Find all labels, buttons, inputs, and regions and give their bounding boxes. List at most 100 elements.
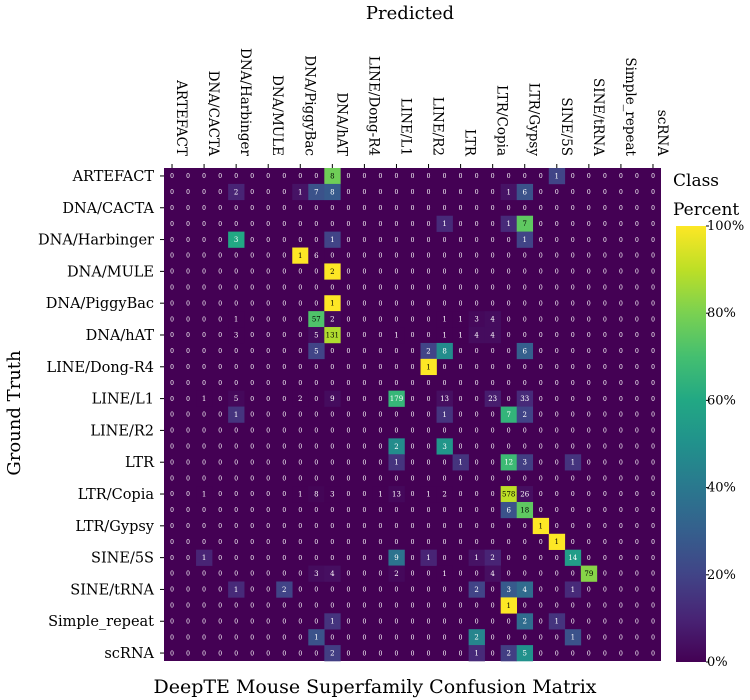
zero-value-label: 0 <box>379 618 383 625</box>
zero-value-label: 0 <box>555 284 559 291</box>
zero-value-label: 0 <box>523 332 527 339</box>
zero-value-label: 0 <box>427 634 431 641</box>
zero-value-label: 0 <box>411 205 415 212</box>
zero-value-label: 0 <box>282 459 286 466</box>
zero-value-label: 0 <box>523 253 527 260</box>
zero-value-label: 0 <box>250 253 254 260</box>
cell-value-label: 4 <box>522 586 527 594</box>
zero-value-label: 0 <box>282 491 286 498</box>
zero-value-label: 0 <box>411 380 415 387</box>
zero-value-label: 0 <box>314 412 318 419</box>
zero-value-label: 0 <box>218 316 222 323</box>
cell-value-label: 9 <box>394 554 398 562</box>
zero-value-label: 0 <box>362 618 366 625</box>
zero-value-label: 0 <box>427 332 431 339</box>
zero-value-label: 0 <box>507 396 511 403</box>
zero-value-label: 0 <box>603 300 607 307</box>
zero-value-label: 0 <box>507 316 511 323</box>
zero-value-label: 0 <box>619 348 623 355</box>
zero-value-label: 0 <box>587 507 591 514</box>
zero-value-label: 0 <box>475 618 479 625</box>
zero-value-label: 0 <box>298 523 302 530</box>
cell-value-label: 1 <box>426 363 430 371</box>
zero-value-label: 0 <box>443 237 447 244</box>
zero-value-label: 0 <box>346 237 350 244</box>
zero-value-label: 0 <box>635 332 639 339</box>
zero-value-label: 0 <box>234 603 238 610</box>
zero-value-label: 0 <box>603 491 607 498</box>
zero-value-labels: 0 0 0 0 0 0 0 0 0 0 0 0 0 0 0 0 0 0 0 0 0 0 0 0 0 0 0 0 0 0 0 0 0 0 0 0 0 0 0 0… <box>170 173 655 657</box>
zero-value-label: 0 <box>314 237 318 244</box>
zero-value-label: 0 <box>459 284 463 291</box>
zero-value-label: 0 <box>523 428 527 435</box>
cell-value-label: 5 <box>314 331 318 339</box>
heatmap-cell <box>196 390 213 407</box>
zero-value-label: 0 <box>346 650 350 657</box>
zero-value-label: 0 <box>603 539 607 546</box>
zero-value-label: 0 <box>475 364 479 371</box>
zero-value-label: 0 <box>539 475 543 482</box>
cell-value-label: 7 <box>506 411 510 419</box>
cell-value-label: 1 <box>394 331 398 339</box>
zero-value-label: 0 <box>234 253 238 260</box>
zero-value-label: 0 <box>234 173 238 180</box>
zero-value-label: 0 <box>170 412 174 419</box>
heatmap-cell <box>484 390 501 407</box>
zero-value-label: 0 <box>635 459 639 466</box>
zero-value-label: 0 <box>443 523 447 530</box>
zero-value-label: 0 <box>346 348 350 355</box>
cell-value-label: 4 <box>330 570 335 578</box>
zero-value-label: 0 <box>218 189 222 196</box>
cell-value-label: 7 <box>522 220 526 228</box>
zero-value-label: 0 <box>635 316 639 323</box>
cell-value-label: 179 <box>390 395 403 403</box>
zero-value-label: 0 <box>635 348 639 355</box>
zero-value-label: 0 <box>202 444 206 451</box>
zero-value-label: 0 <box>491 587 495 594</box>
x-axis-label: Predicted <box>366 3 454 24</box>
zero-value-label: 0 <box>571 491 575 498</box>
zero-value-label: 0 <box>411 173 415 180</box>
zero-value-label: 0 <box>443 284 447 291</box>
zero-value-label: 0 <box>298 348 302 355</box>
zero-value-label: 0 <box>250 650 254 657</box>
zero-value-label: 0 <box>170 221 174 228</box>
zero-value-label: 0 <box>411 189 415 196</box>
zero-value-label: 0 <box>282 237 286 244</box>
zero-value-label: 0 <box>491 348 495 355</box>
zero-value-label: 0 <box>459 634 463 641</box>
cell-value-label: 1 <box>458 331 462 339</box>
x-tick-label: scRNA <box>654 110 670 156</box>
zero-value-label: 0 <box>346 173 350 180</box>
zero-value-label: 0 <box>443 650 447 657</box>
zero-value-label: 0 <box>298 459 302 466</box>
x-tick-label: DNA/PiggyBac <box>301 55 317 156</box>
cell-value-label: 3 <box>474 316 478 324</box>
heatmap-cell <box>388 438 405 455</box>
zero-value-label: 0 <box>475 380 479 387</box>
heatmap-cell <box>308 629 325 646</box>
zero-value-label: 0 <box>459 189 463 196</box>
cell-value-label: 1 <box>474 650 478 658</box>
zero-value-label: 0 <box>234 364 238 371</box>
zero-value-label: 0 <box>379 269 383 276</box>
zero-value-label: 0 <box>186 173 190 180</box>
zero-value-label: 0 <box>234 269 238 276</box>
zero-value-label: 0 <box>282 332 286 339</box>
colorbar-tick-label: 0% <box>707 655 728 670</box>
zero-value-label: 0 <box>411 523 415 530</box>
zero-value-label: 0 <box>571 396 575 403</box>
zero-value-label: 0 <box>314 284 318 291</box>
y-tick-label: Simple_repeat <box>48 614 154 630</box>
zero-value-label: 0 <box>443 300 447 307</box>
zero-value-label: 0 <box>362 380 366 387</box>
zero-value-label: 0 <box>571 173 575 180</box>
zero-value-label: 0 <box>218 364 222 371</box>
colorbar-title-line-2: Percent <box>673 200 739 220</box>
zero-value-label: 0 <box>298 380 302 387</box>
zero-value-label: 0 <box>202 205 206 212</box>
zero-value-label: 0 <box>523 316 527 323</box>
zero-value-label: 0 <box>314 507 318 514</box>
zero-value-label: 0 <box>330 444 334 451</box>
zero-value-label: 0 <box>411 603 415 610</box>
